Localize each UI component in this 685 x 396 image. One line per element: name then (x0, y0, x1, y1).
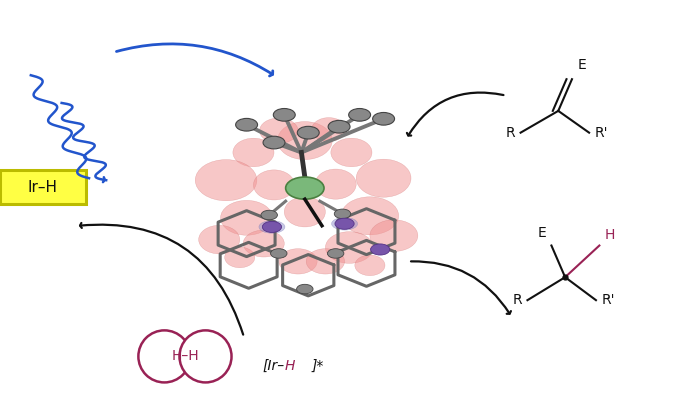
Circle shape (349, 109, 371, 121)
Circle shape (236, 118, 258, 131)
Ellipse shape (233, 138, 274, 167)
Text: R': R' (601, 293, 615, 307)
Circle shape (297, 284, 313, 294)
Circle shape (286, 177, 324, 199)
FancyBboxPatch shape (0, 170, 86, 204)
Text: ]*: ]* (312, 359, 324, 373)
Circle shape (328, 120, 350, 133)
Ellipse shape (355, 255, 385, 276)
Text: [Ir–: [Ir– (262, 359, 284, 373)
Ellipse shape (279, 249, 317, 274)
Ellipse shape (331, 138, 372, 167)
Text: H: H (605, 228, 615, 242)
Ellipse shape (195, 160, 257, 201)
Text: R: R (512, 293, 522, 307)
Ellipse shape (312, 118, 346, 141)
Ellipse shape (277, 122, 332, 160)
Ellipse shape (284, 197, 325, 227)
Circle shape (262, 221, 282, 232)
Ellipse shape (243, 230, 284, 257)
Text: E: E (577, 58, 586, 72)
Circle shape (371, 244, 390, 255)
Circle shape (273, 109, 295, 121)
Circle shape (271, 249, 287, 258)
Ellipse shape (221, 200, 273, 235)
Ellipse shape (370, 220, 418, 251)
Text: H–H: H–H (171, 349, 199, 364)
Circle shape (334, 209, 351, 219)
Ellipse shape (325, 232, 373, 263)
Ellipse shape (356, 159, 411, 197)
Ellipse shape (225, 247, 255, 268)
Text: H: H (284, 359, 295, 373)
Text: R: R (506, 126, 515, 140)
Circle shape (335, 218, 354, 229)
Ellipse shape (253, 170, 295, 200)
Ellipse shape (260, 118, 298, 143)
Ellipse shape (199, 225, 240, 254)
Text: R': R' (595, 126, 608, 140)
Ellipse shape (306, 249, 345, 274)
Ellipse shape (259, 221, 285, 233)
Ellipse shape (332, 217, 358, 230)
Circle shape (297, 126, 319, 139)
Circle shape (373, 112, 395, 125)
Text: Ir–H: Ir–H (28, 180, 58, 194)
Text: E: E (537, 226, 546, 240)
Ellipse shape (138, 330, 190, 383)
Circle shape (261, 210, 277, 220)
Ellipse shape (315, 169, 356, 199)
Ellipse shape (179, 330, 232, 383)
Circle shape (327, 249, 344, 258)
Ellipse shape (341, 197, 399, 235)
Circle shape (263, 136, 285, 149)
